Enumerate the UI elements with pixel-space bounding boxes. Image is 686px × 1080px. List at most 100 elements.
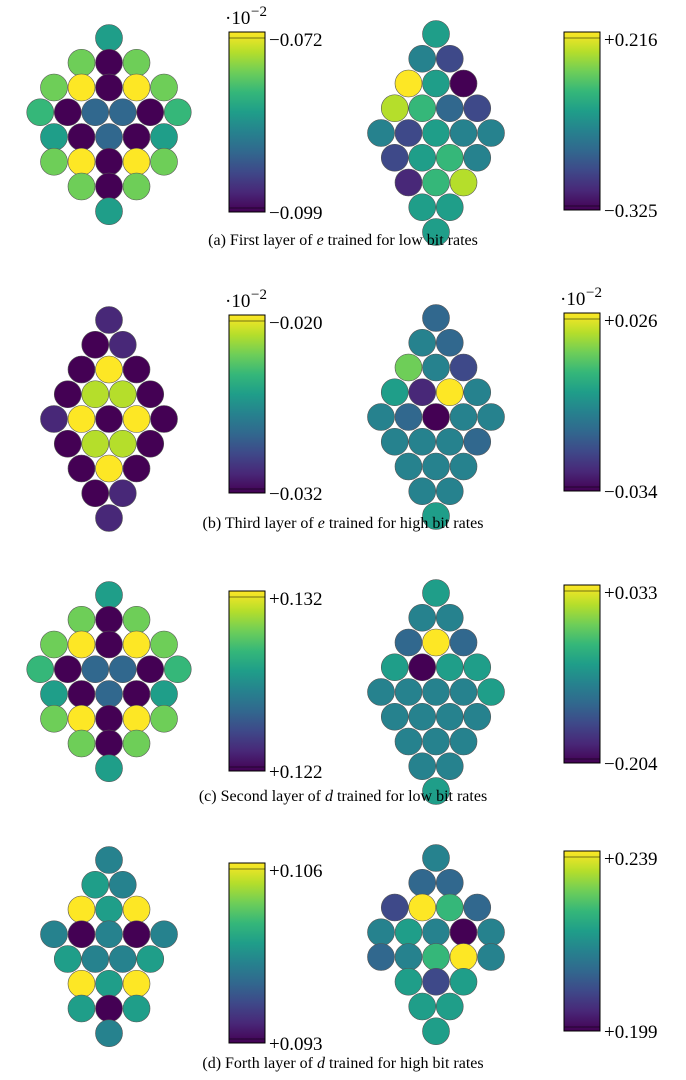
caption-c-rest: trained for low bit rates [337,788,488,805]
node-circle [95,504,123,532]
node-circle [449,119,478,147]
node-circle [95,1019,123,1048]
node-circle [449,918,478,947]
node-diamond-2-0 [26,581,192,783]
node-circle [394,168,423,197]
node-circle [422,678,450,706]
node-circle [163,98,192,127]
node-circle [380,378,409,407]
node-circle [380,94,409,123]
caption-b-rest: trained for high bit rates [328,515,484,532]
node-circle [136,945,165,973]
node-circle [95,197,123,226]
node-circle [463,143,492,172]
node-circle [136,380,165,409]
node-circle [40,920,68,949]
node-circle [367,918,395,947]
node-circle [95,355,123,384]
node-circle [95,920,123,949]
node-circle [449,69,478,98]
colorbar-1-1: +0.026 −0.034 ·10 −2 [560,285,658,503]
node-circle [422,943,450,971]
node-circle [435,427,464,456]
node-circle [95,994,123,1023]
node-circle [108,380,137,409]
node-circle [408,653,437,682]
node-circle [422,304,450,332]
node-diamond-0-0 [26,24,192,226]
node-circle [422,20,450,48]
node-circle [95,704,123,733]
node-circle [150,405,178,433]
node-circle [95,581,123,609]
colorbar-top-label: +0.033 [604,583,657,604]
node-circle [40,123,68,151]
node-circle [435,193,464,222]
node-circle [408,992,437,1021]
panel-d: +0.106 +0.093 +0.239 +0.199 (d) Forth layer… [0,820,686,1080]
node-diamond-1-0 [40,306,178,532]
node-circle [122,147,151,176]
colorbar-gradient [563,312,601,492]
node-circle [435,94,464,123]
caption-d-rest: trained for high bit rates [329,1055,484,1072]
node-circle [435,702,464,731]
node-circle [408,752,437,781]
node-circle [67,48,96,77]
node-diamond-3-0 [40,846,178,1048]
node-circle [408,94,437,123]
node-circle [380,702,409,731]
colorbar-bottom-label: +0.199 [604,1022,657,1043]
colorbar-top-label: −0.020 [269,313,322,334]
node-circle [95,680,123,708]
node-circle [95,729,123,758]
node-circle [463,94,492,123]
node-circle [394,119,423,147]
panel-c: +0.132 +0.122 +0.033 −0.204 (c) Second laye… [0,555,686,823]
node-circle [394,353,423,382]
node-circle [108,945,137,973]
node-circle [394,628,423,657]
node-circle [422,353,450,382]
node-circle [150,147,178,176]
colorbar-top-label: +0.106 [269,861,322,882]
node-circle [122,48,151,77]
node-circle [108,330,137,359]
node-circle [53,98,82,127]
node-circle [435,477,464,506]
node-circle [150,920,178,949]
node-circle [95,73,123,102]
node-circle [435,752,464,781]
node-circle [81,945,110,973]
node-circle [449,727,478,756]
colorbar-top-label: +0.239 [604,849,657,870]
node-circle [67,605,96,634]
node-circle [408,893,437,922]
node-circle [122,994,151,1023]
node-circle [95,147,123,176]
node-circle [477,119,505,147]
colorbar-2-1: +0.033 −0.204 [563,583,658,775]
node-circle [136,655,165,684]
node-circle [449,353,478,382]
node-circle [422,727,450,756]
caption-c-label: (c) Second layer of [198,788,321,805]
node-circle [408,427,437,456]
node-circle [449,403,478,431]
node-circle [81,429,110,458]
colorbar-bottom-label: +0.122 [269,762,322,783]
node-circle [95,630,123,659]
colorbar-bottom-label: −0.204 [604,754,658,775]
caption-b-label: (b) Third layer of [202,515,314,532]
node-circle [380,893,409,922]
caption-d-label: (d) Forth layer of [202,1055,313,1072]
node-circle [67,729,96,758]
node-circle [67,405,96,433]
node-circle [422,218,450,246]
node-circle [435,378,464,407]
node-circle [394,403,423,431]
node-circle [477,918,505,947]
node-circle [422,967,450,996]
node-circle [150,704,178,733]
colorbar-0-0: −0.072 −0.099 ·10 −2 [225,4,322,224]
